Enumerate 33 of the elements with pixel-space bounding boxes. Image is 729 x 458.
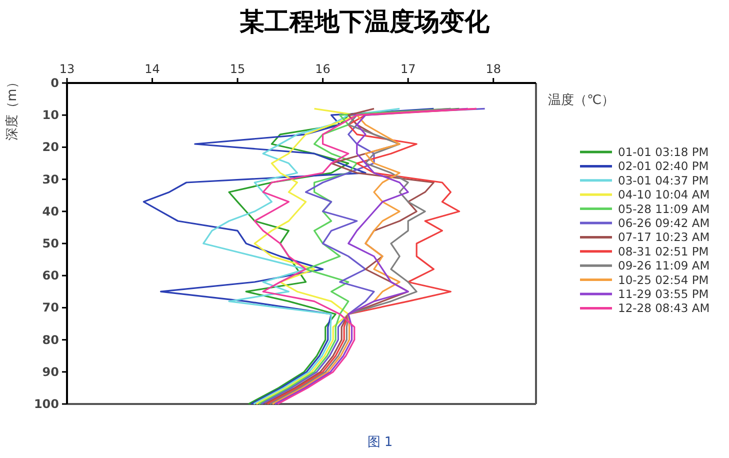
legend-label: 09-26 11:09 AM [618, 258, 710, 273]
y-tick-label: 60 [42, 268, 59, 283]
x-tick-label: 17 [400, 62, 416, 76]
legend-label: 08-31 02:51 PM [618, 244, 709, 258]
y-tick-label: 0 [50, 76, 59, 90]
y-tick-label: 100 [34, 397, 59, 411]
y-tick-label: 30 [42, 172, 59, 186]
x-axis-title: 温度（℃） [548, 92, 615, 108]
x-tick-label: 14 [144, 62, 160, 76]
y-tick-label: 10 [42, 108, 59, 122]
chart-title: 某工程地下温度场变化 [240, 7, 490, 36]
legend-label: 12-28 08:43 AM [618, 301, 710, 316]
x-tick-label: 16 [315, 62, 330, 76]
legend-label: 04-10 10:04 AM [618, 188, 710, 202]
y-tick-label: 20 [42, 140, 59, 154]
legend-label: 06-26 09:42 AM [618, 216, 710, 230]
caption: 图 1 [367, 435, 393, 450]
y-tick-label: 90 [42, 364, 59, 379]
y-tick-label: 40 [42, 204, 59, 218]
legend-label: 05-28 11:09 AM [618, 202, 710, 216]
legend-label: 07-17 10:23 AM [618, 230, 710, 244]
y-tick-label: 80 [42, 332, 59, 347]
y-axis-title: 深度（m） [4, 76, 20, 140]
y-tick-label: 50 [42, 236, 59, 250]
x-tick-label: 15 [230, 62, 246, 76]
y-tick-label: 70 [42, 300, 59, 315]
legend-label: 10-25 02:54 PM [618, 272, 709, 287]
legend-label: 11-29 03:55 PM [618, 287, 709, 301]
x-tick-label: 18 [486, 62, 502, 76]
legend-label: 02-01 02:40 PM [618, 159, 709, 174]
x-tick-label: 13 [59, 62, 75, 76]
legend-label: 01-01 03:18 PM [618, 145, 709, 159]
legend-label: 03-01 04:37 PM [618, 173, 709, 188]
